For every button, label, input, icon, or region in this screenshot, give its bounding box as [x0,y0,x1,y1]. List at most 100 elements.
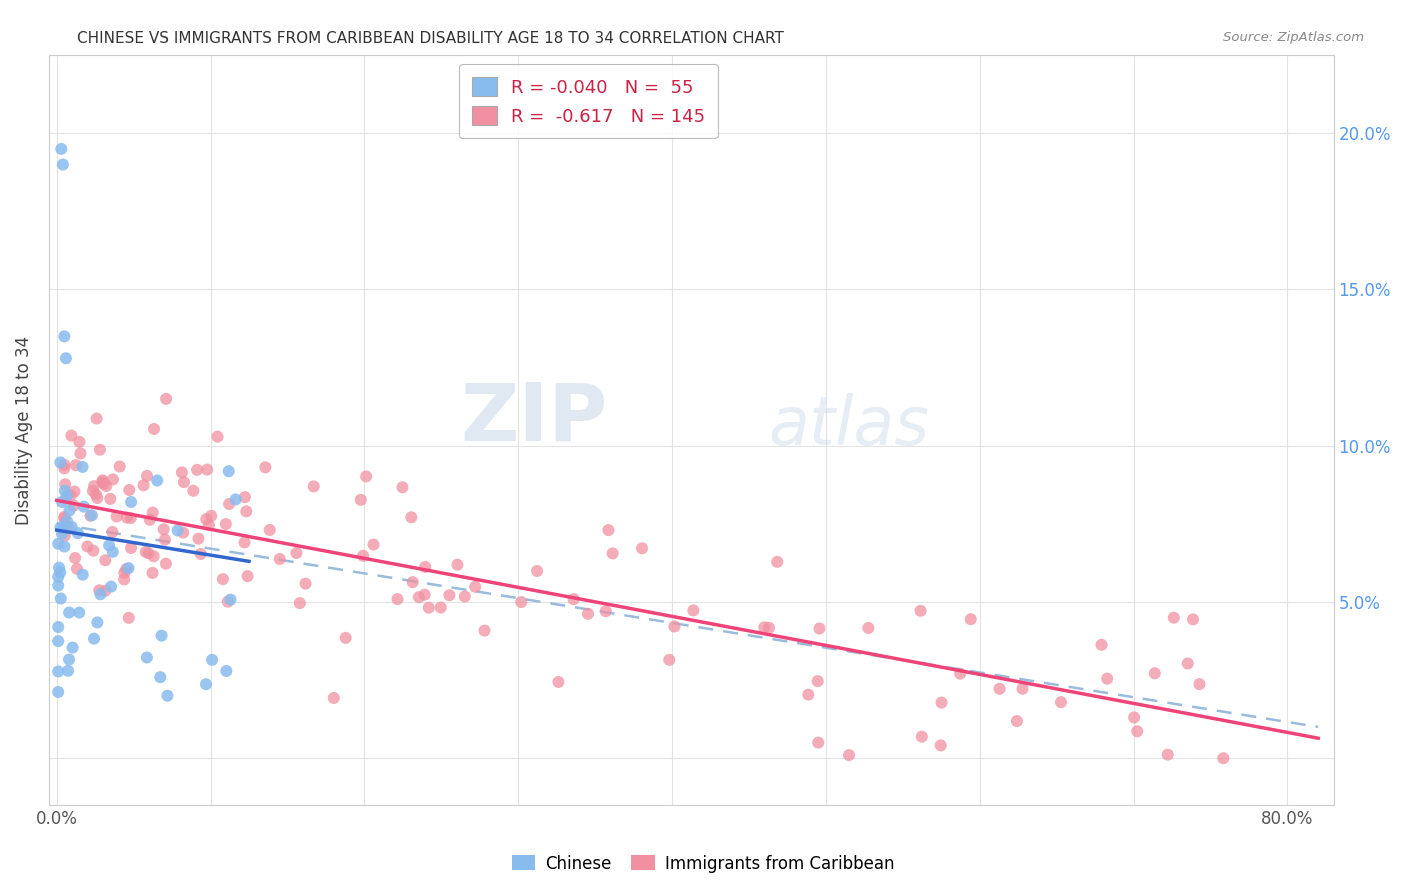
Point [219,592,242,607]
Point [172,525,194,540]
Point [46,570,69,584]
Point [118,483,141,497]
Point [94,583,117,598]
Point [66,562,89,576]
Point [65,458,87,473]
Point [63,484,86,499]
Point [1182,612,1205,626]
Point [218,497,240,511]
Point [53,477,76,491]
Point [84,487,107,501]
Point [259,523,281,537]
Point [63,551,86,566]
Point [631,541,654,556]
Text: ZIP: ZIP [461,380,607,458]
Point [115,562,138,576]
Point [53,509,76,524]
Point [526,564,548,578]
Point [911,730,934,744]
Point [51,526,73,541]
Point [754,620,776,634]
Point [53,461,76,475]
Point [464,580,486,594]
Point [46,578,69,592]
Point [166,524,188,538]
Point [217,594,239,608]
Point [56,520,79,534]
Point [225,492,247,507]
Point [350,492,373,507]
Point [72,459,94,474]
Point [79,508,101,523]
Point [89,442,111,457]
Point [233,490,256,504]
Point [1095,672,1118,686]
Point [218,464,240,478]
Point [269,552,291,566]
Point [80,508,103,523]
Text: CHINESE VS IMMIGRANTS FROM CARIBBEAN DISABILITY AGE 18 TO 34 CORRELATION CHART: CHINESE VS IMMIGRANTS FROM CARIBBEAN DIS… [77,31,785,46]
Point [49,520,72,534]
Point [215,664,238,678]
Point [53,540,76,554]
Point [48,560,70,574]
Point [602,546,624,560]
Point [98,491,121,506]
Point [988,681,1011,696]
Point [195,512,218,526]
Point [418,600,440,615]
Point [73,500,96,514]
Point [142,549,165,564]
Point [62,640,84,655]
Point [1011,681,1033,696]
Point [1157,747,1180,762]
Point [181,483,204,498]
Point [89,587,111,601]
Point [58,503,80,517]
Point [135,545,157,559]
Point [838,748,860,763]
Point [949,666,972,681]
Point [76,540,98,554]
Point [94,553,117,567]
Point [198,518,221,533]
Point [108,459,131,474]
Point [138,546,160,560]
Point [170,466,193,480]
Point [1188,677,1211,691]
Point [446,558,468,572]
Point [105,509,128,524]
Point [215,516,238,531]
Point [112,573,135,587]
Point [98,538,121,552]
Point [233,535,256,549]
Point [46,665,69,679]
Point [55,351,77,366]
Point [190,547,212,561]
Point [146,474,169,488]
Point [101,524,124,539]
Point [387,592,409,607]
Point [153,533,176,547]
Point [200,508,222,523]
Point [56,514,79,528]
Point [797,688,820,702]
Point [858,621,880,635]
Point [142,506,165,520]
Point [201,653,224,667]
Point [46,537,69,551]
Point [1090,638,1112,652]
Point [86,411,108,425]
Point [49,591,72,606]
Point [402,575,425,590]
Point [758,621,780,635]
Point [120,541,142,555]
Point [413,588,436,602]
Point [120,511,142,525]
Point [929,739,952,753]
Point [808,622,831,636]
Point [363,537,385,551]
Legend: Chinese, Immigrants from Caribbean: Chinese, Immigrants from Caribbean [505,848,901,880]
Point [141,566,163,580]
Point [1126,724,1149,739]
